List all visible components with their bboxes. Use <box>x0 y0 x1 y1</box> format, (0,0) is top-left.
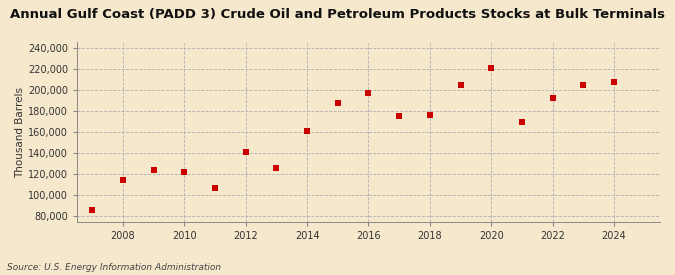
Point <box>332 100 343 105</box>
Point <box>302 129 313 133</box>
Point <box>363 91 374 95</box>
Point <box>455 82 466 87</box>
Point <box>148 168 159 172</box>
Point <box>240 150 251 154</box>
Point <box>516 119 527 124</box>
Point <box>179 170 190 174</box>
Point <box>578 82 589 87</box>
Point <box>87 208 98 212</box>
Point <box>271 166 281 170</box>
Point <box>117 177 128 182</box>
Point <box>486 66 497 70</box>
Point <box>547 96 558 101</box>
Point <box>425 113 435 117</box>
Text: Source: U.S. Energy Information Administration: Source: U.S. Energy Information Administ… <box>7 263 221 272</box>
Point <box>609 79 620 84</box>
Point <box>394 114 404 119</box>
Text: Annual Gulf Coast (PADD 3) Crude Oil and Petroleum Products Stocks at Bulk Termi: Annual Gulf Coast (PADD 3) Crude Oil and… <box>10 8 665 21</box>
Y-axis label: Thousand Barrels: Thousand Barrels <box>15 87 25 178</box>
Point <box>210 186 221 190</box>
